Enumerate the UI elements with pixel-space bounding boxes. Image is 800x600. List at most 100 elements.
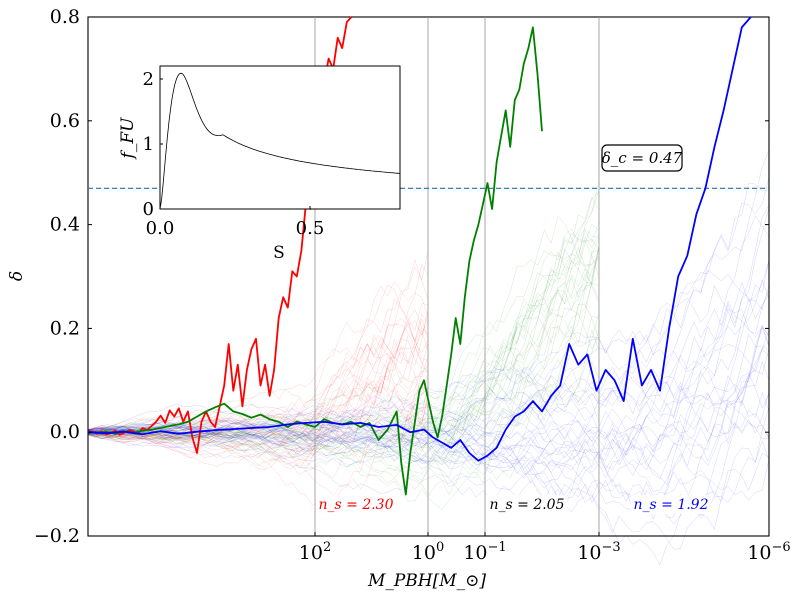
inset-axes: 0.0 0.5 0 1 2 [143, 69, 325, 239]
ensemble-line [87, 372, 770, 466]
ensemble-line [87, 273, 600, 462]
ensemble-line [87, 279, 770, 486]
ensemble-line [87, 149, 770, 437]
ensemble-line [87, 327, 770, 495]
inset-plot: 0.0 0.5 0 1 2 S f_FU [118, 65, 401, 263]
y-tick-label: −0.2 [34, 525, 80, 547]
ensemble-line [87, 320, 429, 438]
ensemble-line [87, 346, 429, 446]
ensemble-line [87, 190, 600, 443]
ensemble-line [87, 196, 600, 472]
ensemble-line [87, 325, 770, 486]
x-tick-label: 10−3 [577, 540, 620, 564]
ensemble-line [87, 365, 429, 459]
ensemble-line [87, 276, 599, 441]
ensemble-line [87, 284, 429, 447]
ensemble-line [87, 191, 599, 454]
inset-frame [159, 65, 401, 210]
x-axis: 102 100 10−1 10−3 10−6 [299, 532, 791, 564]
ensemble-line [87, 261, 770, 469]
x-tick-label: 100 [412, 540, 444, 564]
ensemble-line [87, 269, 770, 444]
ensemble-line [87, 246, 600, 449]
ensemble-line [87, 215, 770, 440]
ensemble-line [87, 307, 600, 464]
ensemble-line [87, 228, 599, 470]
ensemble-line [87, 215, 600, 452]
annotation-bg [316, 495, 396, 514]
inset-y-tick-label: 0 [143, 199, 154, 220]
ensemble-line [87, 177, 770, 440]
inset-x-tick-label: 0.5 [296, 218, 325, 239]
ensemble-line [87, 246, 600, 510]
ensemble-line [87, 404, 429, 465]
ensemble-line [87, 387, 429, 468]
annotation-bg [487, 495, 567, 514]
inset-curve [159, 72, 401, 210]
ensemble-line [87, 321, 429, 438]
y-tick-label: 0.2 [50, 317, 80, 339]
ensemble-line [87, 333, 429, 441]
ensemble-line [87, 308, 429, 431]
ensemble-line [87, 249, 600, 440]
ensemble-line [87, 259, 770, 484]
ensemble-line [87, 280, 429, 438]
ensemble-line [87, 414, 600, 512]
ensemble-line [87, 305, 429, 458]
y-axis: −0.2 0.0 0.2 0.4 0.6 0.8 [34, 6, 769, 547]
ensemble-line [87, 248, 600, 445]
ensemble-line [87, 416, 770, 479]
ensemble-line [87, 348, 770, 465]
spectral-index-labels: n_s = 2.30 n_s = 2.05 n_s = 1.92 [316, 495, 711, 514]
annotation-label: n_s = 2.30 [318, 497, 393, 513]
y-tick-label: 0.4 [50, 214, 80, 236]
ensemble-line [87, 388, 600, 497]
ensemble-line [87, 383, 429, 460]
x-axis-title: M_PBH[M_⊙] [367, 571, 486, 591]
ensemble-line [87, 282, 599, 449]
threshold-label: δ_c = 0.47 [602, 149, 683, 167]
ensemble-line [87, 181, 600, 438]
ensemble-line [87, 182, 770, 444]
ensemble-line [87, 403, 770, 550]
inset-y-title: f_FU [118, 117, 138, 161]
ensemble-line [87, 259, 429, 457]
inset-y-tick-label: 2 [143, 69, 154, 90]
inset-y-tick-label: 1 [143, 134, 154, 155]
threshold-label-box: δ_c = 0.47 [601, 144, 683, 172]
ensemble-line [87, 303, 600, 474]
ensemble-line [87, 245, 600, 444]
ensemble-line [87, 253, 600, 455]
ensemble-line [87, 375, 429, 450]
y-tick-label: 0.8 [50, 6, 80, 28]
ensemble-line [87, 251, 599, 437]
ensemble-line [87, 223, 599, 437]
y-tick-label: 0.6 [50, 110, 80, 132]
y-tick-label: 0.0 [50, 421, 80, 443]
ensemble-line [87, 341, 770, 469]
annotation-label: n_s = 1.92 [633, 497, 708, 513]
ensemble-line [87, 228, 600, 458]
annotation-label: n_s = 2.05 [489, 497, 564, 513]
ensemble-line [87, 249, 599, 452]
ensemble-line [87, 257, 600, 455]
y-axis-title: δ [7, 271, 27, 281]
x-tick-label: 102 [299, 540, 331, 564]
ensemble-line [87, 311, 429, 448]
series-line-1 [87, 26, 543, 496]
ensemble-line [87, 396, 770, 446]
ensemble-line [87, 298, 429, 441]
ensemble-line [87, 313, 600, 483]
ensemble-line [87, 386, 429, 496]
ensemble-line [87, 329, 770, 470]
annotation-bg [631, 495, 711, 514]
ensemble-line [87, 386, 770, 462]
inset-x-title: S [273, 243, 285, 263]
ensemble-line [87, 346, 429, 452]
ensemble-line [87, 263, 429, 465]
series-line-2 [87, 16, 752, 462]
x-tick-label: 10−6 [747, 540, 790, 564]
ensemble-line [87, 391, 770, 508]
inset-x-tick-label: 0.0 [146, 218, 175, 239]
